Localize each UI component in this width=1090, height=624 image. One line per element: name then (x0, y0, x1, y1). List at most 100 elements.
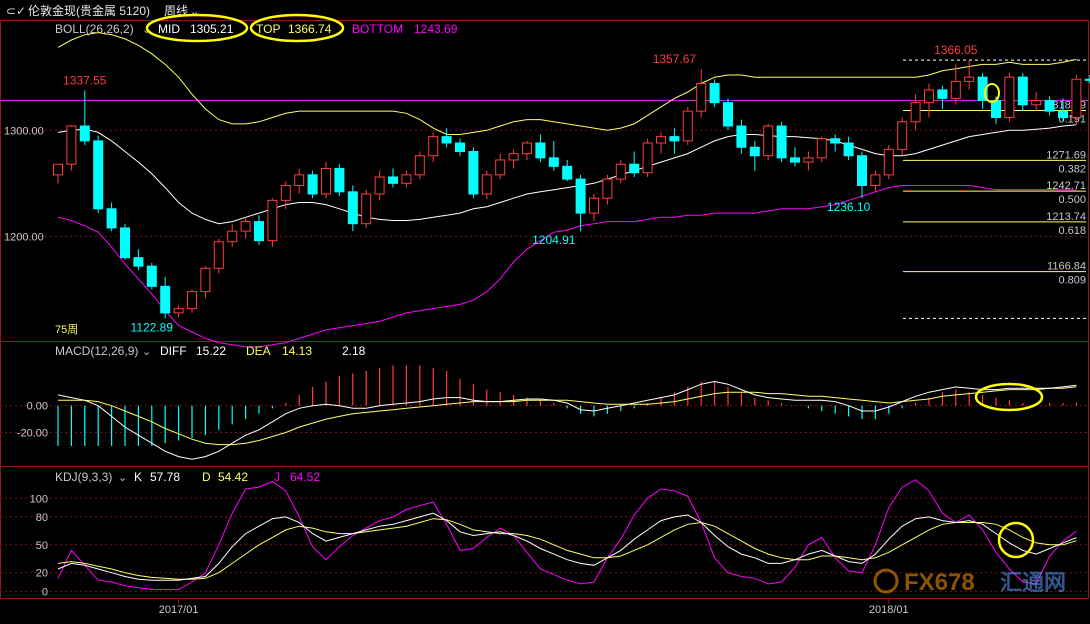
candle-body (107, 209, 116, 228)
candle-body (241, 222, 250, 232)
candle-body (429, 137, 438, 156)
candle-body (871, 175, 880, 186)
chart-menu-icon[interactable]: ⊂✓ (6, 4, 26, 18)
candle-body (402, 175, 411, 183)
candle-body (295, 175, 304, 186)
candle-body (214, 242, 223, 269)
candle-body (268, 200, 277, 240)
macd-diff-line (58, 382, 1076, 460)
price-annotation: 1366.05 (934, 43, 978, 57)
fib-price-label: 1242.71 (1046, 180, 1086, 192)
y-tick-label: 1300.00 (4, 125, 44, 137)
boll-upper-line (58, 33, 1076, 135)
candle-body (348, 192, 357, 224)
candle-body (1045, 101, 1054, 112)
candle-body (898, 122, 907, 150)
candle-body (764, 126, 773, 156)
candle-body (657, 137, 666, 143)
candle-body (831, 139, 840, 143)
candle-body (523, 143, 532, 154)
candle-body (281, 185, 290, 200)
candle-body (469, 151, 478, 193)
y-tick-label: 100 (30, 493, 48, 505)
legend-value: 1243.69 (414, 22, 458, 36)
candle-body (147, 266, 156, 286)
candle-body (670, 137, 679, 141)
candle-body (683, 111, 692, 141)
y-tick-label: 0 (42, 586, 48, 598)
candle-body (1059, 111, 1068, 117)
watermark-text: FX678 (904, 569, 975, 596)
fib-price-label: 1271.69 (1046, 149, 1086, 161)
candle-body (1032, 101, 1041, 105)
legend-value: 57.78 (150, 470, 180, 484)
fib-price-label: 1213.74 (1046, 211, 1086, 223)
candle-body (201, 268, 210, 291)
candle-body (121, 228, 130, 258)
indicator-label: KDJ(9,3,3) (55, 470, 112, 484)
price-annotation: 1337.55 (63, 73, 107, 87)
candle-body (616, 164, 625, 179)
candle-body (389, 177, 398, 183)
legend-name: D (202, 470, 211, 484)
candle-body (80, 126, 89, 141)
watermark-text: 汇通网 (1000, 570, 1066, 595)
candle-body (54, 164, 63, 175)
legend-name: BOTTOM (352, 22, 403, 36)
candle-body (335, 168, 344, 191)
candle-body (308, 175, 317, 194)
candle-body (255, 222, 264, 241)
instrument-title[interactable]: 伦敦金现(贵金属 5120) (28, 3, 150, 18)
candle-body (563, 166, 572, 179)
candle-body (536, 143, 545, 158)
chevron-down-icon: ⌄ (142, 346, 151, 358)
candle-body (362, 194, 371, 224)
boll-lower-line (58, 186, 1076, 347)
legend-value: 64.52 (290, 470, 320, 484)
candle-body (67, 126, 76, 164)
candle-body (549, 158, 558, 166)
candle-body (375, 177, 384, 194)
legend-name: TOP (256, 22, 280, 36)
watermark-logo: FX678 汇通网 (875, 569, 1066, 596)
candle-body (965, 77, 974, 81)
candle-body (724, 103, 733, 126)
candle-body (804, 158, 813, 162)
candle-body (161, 286, 170, 313)
candle-body (791, 158, 800, 162)
price-annotation: 1122.89 (131, 320, 174, 334)
candle-body (750, 147, 759, 155)
candle-body (992, 101, 1001, 118)
price-annotation: 1236.10 (827, 200, 871, 214)
candle-body (911, 103, 920, 122)
candle-body (858, 156, 867, 186)
candle-body (603, 179, 612, 198)
candle-body (322, 168, 331, 193)
indicator-label: BOLL(26,26,2) (55, 22, 134, 36)
candle-body (817, 139, 826, 158)
y-tick-label: 0.00 (27, 401, 48, 413)
candle-body (737, 126, 746, 147)
legend-name: DIFF (160, 344, 187, 358)
candle-body (456, 143, 465, 151)
legend-name: J (274, 470, 280, 484)
candle-body (134, 258, 143, 266)
candle-body (630, 164, 639, 172)
fib-ratio-label: 0.382 (1058, 163, 1086, 175)
candle-body (1005, 77, 1014, 117)
legend-name: DEA (246, 344, 271, 358)
legend-name: K (134, 470, 142, 484)
candle-body (1085, 79, 1090, 80)
legend-value: 15.22 (196, 344, 226, 358)
price-panel: 1300.001200.001318.590.1911271.690.38212… (0, 15, 1090, 347)
fib-price-label: 1166.84 (1047, 261, 1086, 273)
y-tick-label: 50 (36, 540, 48, 552)
candle-body (228, 231, 237, 242)
candle-body (509, 154, 518, 160)
fib-ratio-label: 0.809 (1058, 275, 1086, 287)
